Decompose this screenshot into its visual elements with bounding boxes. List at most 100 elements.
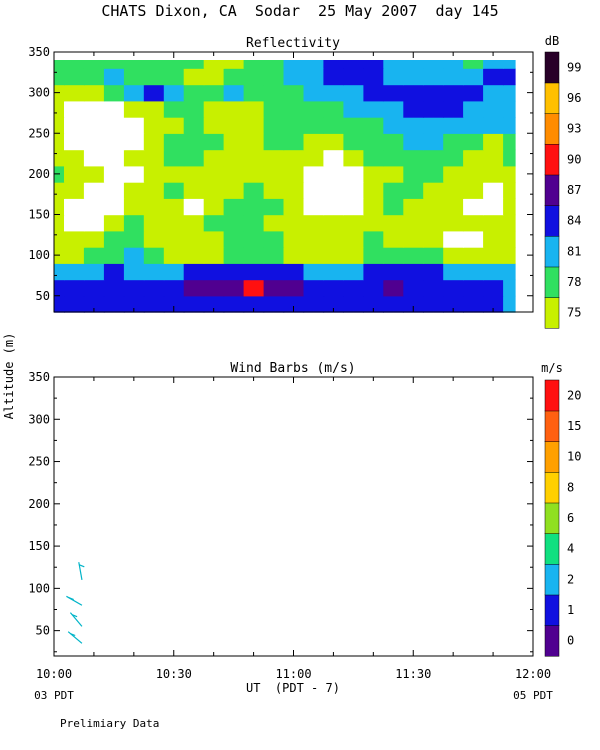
heatmap-cell [123,198,145,216]
colorbar-tick-label: 0 [567,634,574,648]
colorbar-swatch [544,143,560,176]
heatmap-cell [403,214,424,232]
heatmap-cell [143,230,165,248]
heatmap-cell [83,279,105,297]
heatmap-cell [383,165,404,183]
heatmap-cell [83,165,105,183]
heatmap-cell [423,214,444,232]
heatmap-cell [103,247,125,264]
heatmap-cell [83,84,105,102]
colorbar-swatch [544,297,560,329]
heatmap-cell [283,182,305,199]
heatmap-cell [463,182,484,199]
heatmap-cell [143,100,165,118]
heatmap-cell [163,165,185,183]
colorbar-swatch [544,625,560,657]
heatmap-cell [183,165,205,183]
heatmap-cell [223,182,245,199]
heatmap-cell [163,230,185,248]
heatmap-cell [83,133,105,151]
heatmap-cell [163,133,185,151]
heatmap-cell [383,100,404,118]
heatmap-cell [423,182,444,199]
heatmap-cell [283,60,305,69]
heatmap-cell [503,198,516,216]
heatmap-cell [64,214,85,232]
heatmap-cell [163,60,185,69]
heatmap-cell [64,165,85,183]
heatmap-cell [283,133,305,151]
heatmap-cell [503,60,516,69]
heatmap-cell [443,295,464,313]
heatmap-cell [343,84,364,102]
heatmap-cell [383,279,404,297]
heatmap-cell [103,198,125,216]
y-tick-label: 150 [28,539,50,553]
colorbar-swatch [544,205,560,237]
heatmap-cell [103,165,125,183]
reflectivity-colorbar-label: dB [545,34,559,48]
heatmap-cell [443,60,464,69]
heatmap-cell [83,68,105,86]
wind-barb-flag [71,614,78,618]
y-tick-label: 50 [36,289,50,303]
heatmap-cell [183,247,205,264]
heatmap-cell [223,165,245,183]
wind-barb [66,595,83,606]
heatmap-cell [423,84,444,102]
heatmap-cell [363,100,384,118]
heatmap-cell [143,214,165,232]
heatmap-cell [283,84,305,102]
heatmap-cell [123,214,145,232]
heatmap-cell [403,247,424,264]
heatmap-cell [64,117,85,134]
x-tick-label: 10:00 [36,667,72,681]
heatmap-cell [403,84,424,102]
heatmap-cell [363,295,384,313]
heatmap-cell [103,230,125,248]
colorbar-tick-label: 90 [567,152,581,166]
heatmap-cell [54,230,65,248]
heatmap-cell [123,263,145,281]
heatmap-cell [363,68,384,86]
heatmap-cell [503,84,516,102]
heatmap-cell [54,60,65,69]
heatmap-cell [243,84,265,102]
heatmap-cell [363,279,384,297]
heatmap-cell [283,247,305,264]
heatmap-cell [503,230,516,248]
heatmap-cell [403,60,424,69]
y-tick-label: 250 [28,126,50,140]
heatmap-cell [203,68,225,86]
y-tick-label: 300 [28,86,50,100]
heatmap-cell [163,149,185,167]
wind-barb-flag [68,597,74,601]
heatmap-cell [343,279,364,297]
heatmap-cell [463,165,484,183]
heatmap-cell [383,295,404,313]
heatmap-cell [183,214,205,232]
heatmap-cell [203,117,225,134]
heatmap-cell [203,295,225,313]
heatmap-cell [243,100,265,118]
heatmap-cell [443,230,464,248]
heatmap-cell [483,133,504,151]
heatmap-cell [403,295,424,313]
heatmap-cell [323,230,344,248]
heatmap-cell [423,263,444,281]
heatmap-cell [403,230,424,248]
heatmap-cell [383,263,404,281]
heatmap-cell [223,100,245,118]
heatmap-cell [243,295,265,313]
wind-barb-flag [79,564,85,568]
heatmap-cell [223,279,245,297]
heatmap-cell [463,100,484,118]
heatmap-cell [503,149,516,167]
heatmap-cell [343,214,364,232]
heatmap-cell [363,247,384,264]
heatmap-cell [83,214,105,232]
heatmap-cell [323,214,344,232]
heatmap-cell [243,68,265,86]
heatmap-cell [143,263,165,281]
heatmap-cell [263,149,285,167]
